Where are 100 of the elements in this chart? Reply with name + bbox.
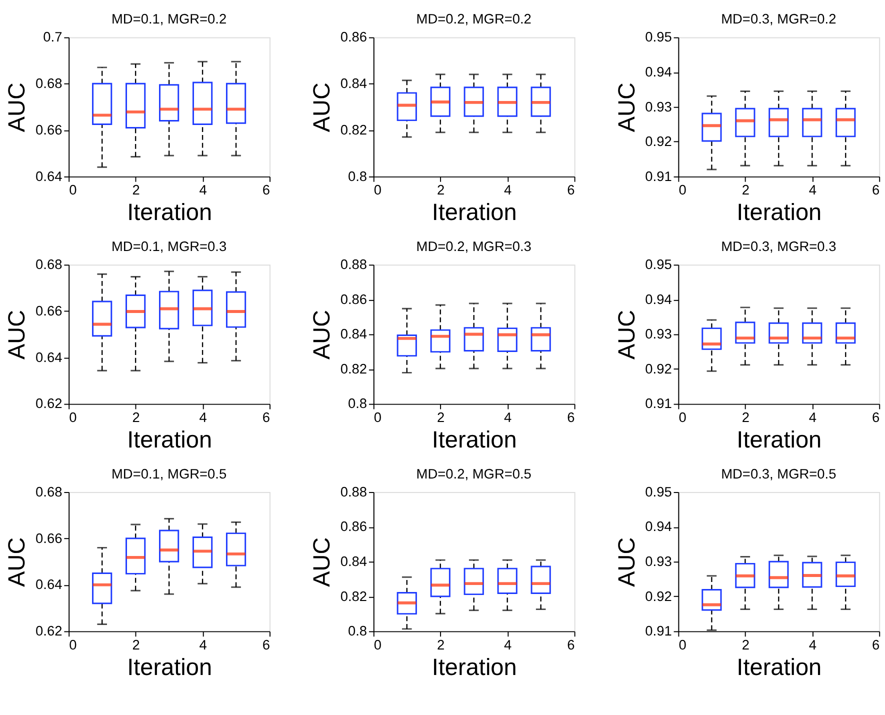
y-tick-label: 0.64 [36,168,63,184]
chart-title: MD=0.3, MGR=0.5 [721,466,837,482]
x-tick-label: 0 [69,637,78,652]
x-tick-label: 0 [678,637,687,652]
chart-title: MD=0.2, MGR=0.5 [416,466,532,482]
y-tick-label: 0.92 [645,588,672,604]
y-tick-label: 0.64 [36,350,63,365]
x-tick-label: 4 [808,637,817,652]
y-tick-label: 0.91 [645,396,672,412]
x-tick-label: 4 [504,182,512,198]
x-tick-label: 4 [504,410,512,425]
y-tick-label: 0.68 [36,257,63,272]
y-tick-label: 0.92 [645,361,672,376]
y-tick-label: 0.8 [348,396,368,412]
x-tick-label: 4 [504,637,512,652]
y-tick-label: 0.8 [348,168,368,184]
y-tick-label: 0.88 [340,257,368,272]
x-tick-label: 4 [808,182,817,198]
x-tick-label: 2 [132,182,140,198]
y-tick-label: 0.94 [645,64,672,80]
x-tick-label: 4 [199,182,208,198]
y-tick-label: 0.82 [340,361,368,376]
x-tick-label: 6 [262,637,270,652]
y-axis-title: AUC [613,310,640,360]
y-tick-label: 0.62 [36,624,62,639]
x-tick-label: 2 [437,637,445,652]
y-tick-label: 0.66 [36,122,63,138]
y-tick-label: 0.94 [645,519,672,534]
y-tick-label: 0.84 [340,76,368,92]
chart-title: MD=0.2, MGR=0.3 [416,238,532,254]
y-tick-label: 0.91 [645,168,672,184]
y-tick-label: 0.7 [43,30,62,45]
x-tick-label: 6 [872,637,880,652]
x-tick-label: 2 [742,410,750,425]
x-axis-title: Iteration [432,654,517,680]
y-tick-label: 0.93 [645,99,672,114]
x-tick-label: 2 [132,410,140,425]
y-tick-label: 0.95 [645,30,672,45]
x-tick-label: 6 [872,182,880,198]
x-tick-label: 4 [199,637,208,652]
chart-title: MD=0.1, MGR=0.5 [111,466,227,482]
y-axis-title: AUC [308,310,335,360]
x-tick-label: 2 [437,182,445,198]
x-tick-label: 6 [567,410,576,425]
x-tick-label: 4 [808,410,817,425]
y-axis-title: AUC [308,537,335,587]
y-tick-label: 0.66 [36,303,63,318]
x-axis-title: Iteration [127,199,212,226]
x-axis-title: Iteration [432,199,517,226]
y-tick-label: 0.93 [645,554,672,570]
chart-title: MD=0.2, MGR=0.2 [416,12,532,27]
y-tick-label: 0.91 [645,624,672,639]
y-tick-label: 0.95 [645,257,672,272]
x-tick-label: 6 [567,182,576,198]
y-tick-label: 0.68 [36,76,63,92]
y-tick-label: 0.82 [340,122,368,138]
x-tick-label: 6 [262,182,270,198]
y-tick-label: 0.86 [340,30,368,45]
y-tick-label: 0.84 [340,326,368,342]
x-axis-title: Iteration [127,654,212,680]
x-tick-label: 2 [132,637,140,652]
chart-title: MD=0.1, MGR=0.2 [111,12,227,27]
y-tick-label: 0.88 [340,484,368,500]
x-tick-label: 0 [374,410,382,425]
y-tick-label: 0.86 [340,519,368,534]
y-axis-title: AUC [308,82,335,132]
y-axis-title: AUC [613,537,640,587]
y-tick-label: 0.93 [645,326,672,342]
x-axis-title: Iteration [127,426,212,452]
chart-title: MD=0.3, MGR=0.2 [721,12,836,27]
x-axis-title: Iteration [432,426,517,452]
x-tick-label: 2 [437,410,445,425]
y-tick-label: 0.95 [645,484,672,500]
x-tick-label: 0 [374,637,382,652]
chart-title: MD=0.1, MGR=0.3 [111,238,227,254]
x-tick-label: 2 [742,182,750,198]
x-tick-label: 0 [374,182,382,198]
y-axis-title: AUC [4,537,30,587]
x-tick-label: 4 [199,410,208,425]
x-tick-label: 0 [678,182,687,198]
y-tick-label: 0.94 [645,292,672,307]
y-tick-label: 0.82 [340,588,368,604]
x-axis-title: Iteration [736,654,822,680]
x-tick-label: 0 [69,410,78,425]
y-axis-title: AUC [4,310,30,360]
chart-title: MD=0.3, MGR=0.3 [721,238,837,254]
x-axis-title: Iteration [736,199,822,226]
y-tick-label: 0.8 [348,624,368,639]
y-tick-label: 0.92 [645,134,672,150]
y-tick-label: 0.86 [340,292,368,307]
y-tick-label: 0.62 [36,396,62,412]
x-tick-label: 2 [742,637,750,652]
y-tick-label: 0.84 [340,554,368,570]
y-tick-label: 0.68 [36,484,63,500]
x-tick-label: 0 [69,182,78,198]
y-tick-label: 0.64 [36,577,63,592]
x-tick-label: 6 [567,637,576,652]
y-tick-label: 0.66 [36,530,63,546]
x-tick-label: 0 [678,410,687,425]
x-tick-label: 6 [262,410,270,425]
